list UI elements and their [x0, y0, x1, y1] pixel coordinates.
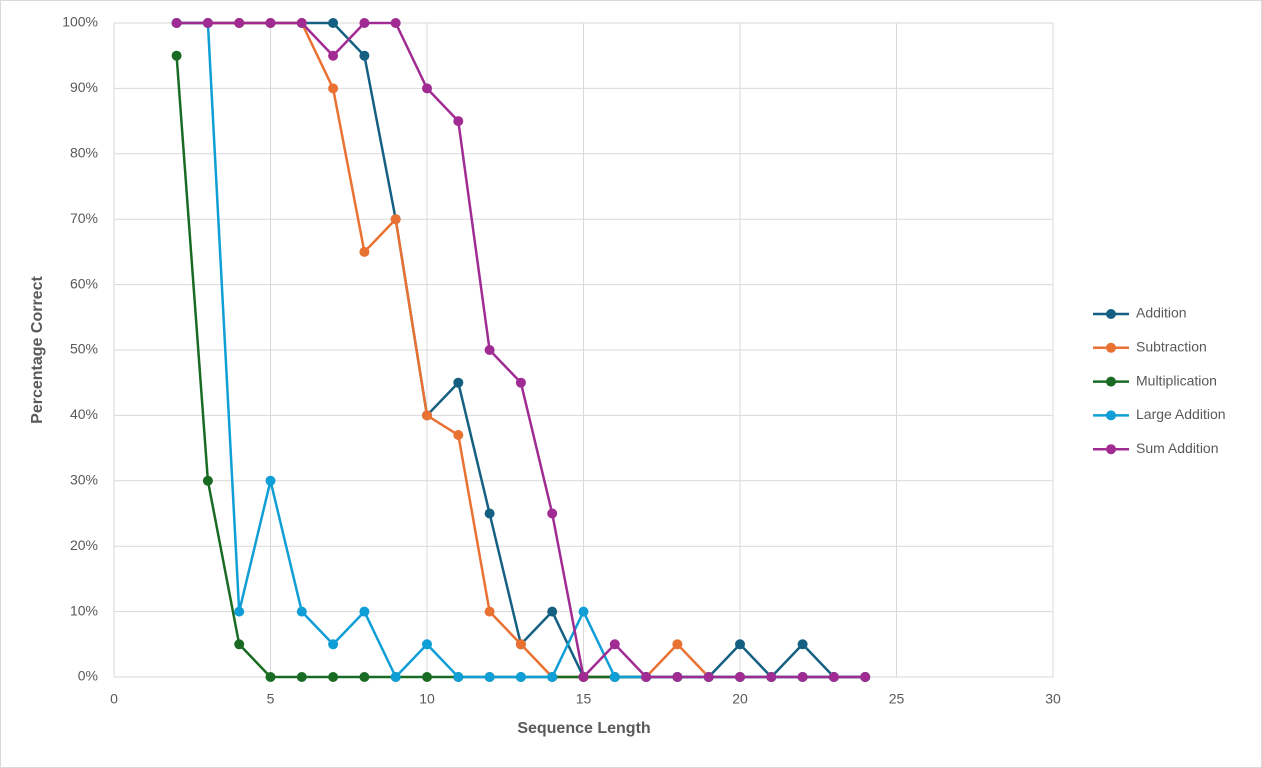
data-point — [390, 672, 401, 682]
legend-marker — [1106, 444, 1116, 455]
y-tick-label: 70% — [70, 210, 98, 226]
data-point — [484, 672, 495, 682]
data-point — [422, 83, 432, 94]
series — [171, 18, 871, 682]
data-point — [703, 672, 714, 682]
data-point — [828, 672, 839, 682]
data-point — [422, 410, 432, 421]
data-point — [390, 18, 401, 28]
y-tick-label: 90% — [70, 79, 98, 95]
data-point — [171, 18, 182, 28]
x-tick-label: 0 — [110, 691, 118, 707]
data-point — [296, 672, 307, 682]
data-point — [797, 639, 808, 650]
data-point — [234, 639, 245, 650]
data-point — [328, 83, 339, 94]
data-point — [735, 672, 745, 682]
y-tick-label: 60% — [70, 275, 98, 291]
legend-label: Addition — [1136, 305, 1187, 321]
y-tick-label: 40% — [70, 406, 98, 422]
legend-label: Multiplication — [1136, 372, 1217, 388]
y-tick-label: 100% — [62, 14, 98, 30]
data-point — [484, 508, 495, 519]
legend-label: Subtraction — [1136, 339, 1207, 355]
x-tick-label: 30 — [1045, 691, 1061, 707]
y-tick-label: 0% — [78, 668, 98, 684]
data-point — [578, 672, 589, 682]
legend-marker — [1106, 342, 1116, 353]
data-point — [234, 18, 245, 28]
y-tick-label: 50% — [70, 341, 98, 357]
data-point — [515, 639, 526, 650]
data-point — [453, 116, 464, 127]
data-point — [609, 672, 620, 682]
data-point — [359, 606, 370, 617]
data-point — [453, 430, 464, 441]
y-axis-title: Percentage Correct — [29, 276, 46, 424]
data-point — [547, 606, 558, 617]
x-tick-label: 5 — [267, 691, 275, 707]
y-tick-label: 20% — [70, 537, 98, 553]
data-point — [672, 672, 683, 682]
legend-label: Large Addition — [1136, 406, 1226, 422]
data-point — [515, 672, 526, 682]
data-point — [547, 508, 558, 519]
data-point — [265, 672, 276, 682]
data-point — [359, 50, 370, 61]
data-point — [328, 18, 339, 28]
data-point — [515, 377, 526, 388]
data-point — [328, 50, 339, 61]
data-point — [202, 18, 213, 28]
data-point — [547, 672, 558, 682]
data-point — [422, 639, 432, 650]
data-point — [609, 639, 620, 650]
data-point — [265, 18, 276, 28]
data-point — [860, 672, 871, 682]
data-point — [265, 475, 276, 486]
data-point — [453, 377, 464, 388]
data-point — [484, 606, 495, 617]
x-tick-label: 25 — [889, 691, 905, 707]
data-point — [390, 214, 401, 225]
data-point — [296, 606, 307, 617]
data-point — [328, 639, 339, 650]
data-point — [422, 672, 432, 682]
legend-marker — [1106, 410, 1116, 421]
data-point — [641, 672, 652, 682]
data-point — [171, 50, 182, 61]
data-point — [202, 475, 213, 486]
data-point — [766, 672, 777, 682]
legend-marker — [1106, 376, 1116, 387]
y-tick-label: 10% — [70, 602, 98, 618]
legend-marker — [1106, 309, 1116, 319]
data-point — [359, 18, 370, 28]
legend-label: Sum Addition — [1136, 440, 1219, 456]
data-point — [578, 606, 589, 617]
data-point — [296, 18, 307, 28]
x-tick-label: 15 — [576, 691, 592, 707]
x-tick-label: 10 — [419, 691, 435, 707]
data-point — [484, 345, 495, 355]
data-point — [359, 246, 370, 257]
data-point — [797, 672, 808, 682]
data-point — [359, 672, 370, 682]
data-point — [735, 639, 745, 650]
x-tick-label: 20 — [732, 691, 748, 707]
data-point — [328, 672, 339, 682]
data-point — [453, 672, 464, 682]
data-point — [234, 606, 245, 617]
data-point — [672, 639, 683, 650]
y-tick-label: 30% — [70, 472, 98, 488]
x-axis-title: Sequence Length — [517, 720, 650, 737]
y-tick-label: 80% — [70, 145, 98, 161]
